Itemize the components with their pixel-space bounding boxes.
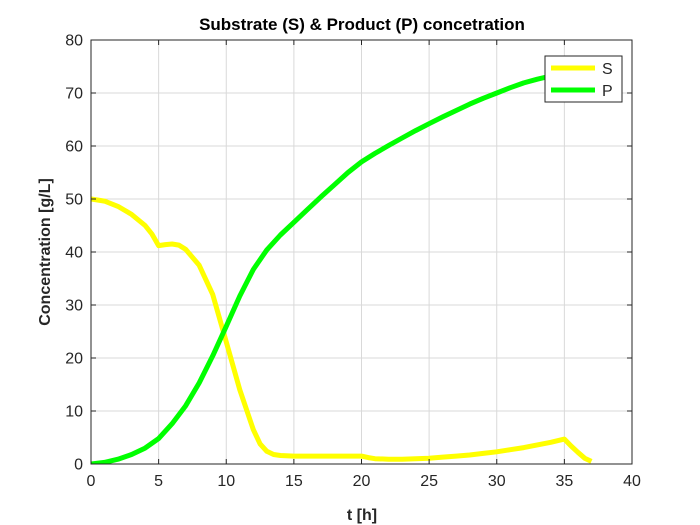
ticks: 0 5 10 15 20 25 30 35 40 0 10 20 30 40 50 60 70 80 bbox=[65, 33, 641, 491]
x-tick-label: 20 bbox=[353, 473, 371, 490]
y-tick-label: 80 bbox=[65, 33, 83, 50]
x-tick-label: 35 bbox=[555, 473, 573, 490]
series-layer bbox=[91, 71, 593, 464]
x-axis-label: t [h] bbox=[347, 507, 377, 524]
y-tick-label: 0 bbox=[74, 457, 83, 474]
series-line-P bbox=[91, 71, 565, 464]
x-tick-label: 15 bbox=[285, 473, 303, 490]
chart-title: Substrate (S) & Product (P) concetration bbox=[199, 15, 525, 34]
legend-label-S: S bbox=[602, 61, 613, 78]
y-tick-label: 50 bbox=[65, 192, 83, 209]
y-tick-label: 60 bbox=[65, 139, 83, 156]
y-axis-label: Concentration [g/L] bbox=[37, 178, 54, 326]
x-tick-label: 0 bbox=[87, 473, 96, 490]
legend-label-P: P bbox=[602, 83, 613, 100]
x-tick-label: 30 bbox=[488, 473, 506, 490]
y-tick-label: 40 bbox=[65, 245, 83, 262]
x-tick-label: 40 bbox=[623, 473, 641, 490]
y-tick-label: 70 bbox=[65, 86, 83, 103]
x-tick-label: 5 bbox=[154, 473, 163, 490]
y-tick-label: 20 bbox=[65, 351, 83, 368]
y-tick-label: 30 bbox=[65, 298, 83, 315]
x-tick-label: 25 bbox=[420, 473, 438, 490]
series-line-S bbox=[91, 196, 593, 464]
y-tick-label: 10 bbox=[65, 404, 83, 421]
legend-box bbox=[544, 55, 623, 103]
legend: SP bbox=[544, 55, 623, 103]
x-tick-label: 10 bbox=[217, 473, 235, 490]
